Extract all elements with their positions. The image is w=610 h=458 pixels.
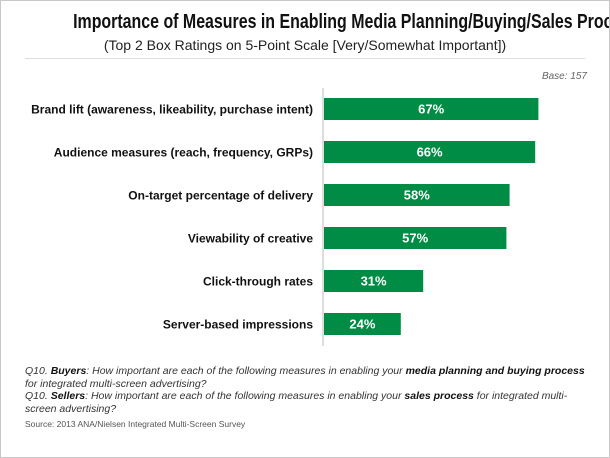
category-label: Audience measures (reach, frequency, GRP… — [54, 146, 313, 160]
category-label: On-target percentage of delivery — [128, 189, 313, 203]
category-label: Brand lift (awareness, likeability, purc… — [31, 103, 313, 117]
q-text: : How important are each of the followin… — [85, 390, 405, 402]
bar — [324, 141, 536, 163]
q-prefix: Q10. — [25, 365, 51, 377]
category-label: Click-through rates — [203, 275, 313, 289]
category-label: Server-based impressions — [163, 318, 313, 332]
base-note: Base: 157 — [541, 71, 587, 82]
chart-subtitle: (Top 2 Box Ratings on 5-Point Scale [Ver… — [103, 37, 507, 53]
q-text: : How important are each of the followin… — [86, 365, 406, 377]
q-prefix: Q10. — [25, 390, 51, 402]
notes-block: Q10. Buyers: How important are each of t… — [25, 365, 591, 430]
group-label: Buyers — [50, 365, 87, 377]
category-label: Viewability of creative — [188, 232, 313, 246]
data-label: 66% — [417, 145, 443, 160]
bar — [324, 313, 401, 335]
q-text: for integrated multi-screen advertising? — [25, 390, 568, 415]
data-label: 58% — [404, 188, 430, 203]
bar — [324, 98, 539, 120]
divider — [25, 58, 585, 59]
data-label: 31% — [361, 274, 387, 289]
chart-subtitle-row: (Top 2 Box Ratings on 5-Point Scale [Ver… — [1, 37, 609, 55]
bar — [324, 227, 507, 249]
bar-chart: 67% Brand lift (awareness, likeability, p… — [31, 88, 539, 346]
chart-title-row: Importance of Measures in Enabling Media… — [1, 11, 609, 34]
data-label: 24% — [349, 317, 375, 332]
bar — [324, 184, 510, 206]
group-label: Sellers — [50, 390, 86, 402]
buyers-question: Q10. Buyers: How important are each of t… — [25, 365, 591, 390]
bar — [324, 270, 424, 292]
data-label: 67% — [418, 102, 444, 117]
sellers-question: Q10. Sellers: How important are each of … — [25, 390, 591, 415]
data-label: 57% — [402, 231, 428, 246]
source-note: Source: 2013 ANA/Nielsen Integrated Mult… — [25, 419, 246, 429]
chart-title: Importance of Measures in Enabling Media… — [73, 11, 610, 33]
q-bold: media planning and buying process — [405, 365, 585, 377]
q-text: for integrated multi-screen advertising? — [25, 377, 207, 390]
q-bold: sales process — [404, 390, 474, 402]
